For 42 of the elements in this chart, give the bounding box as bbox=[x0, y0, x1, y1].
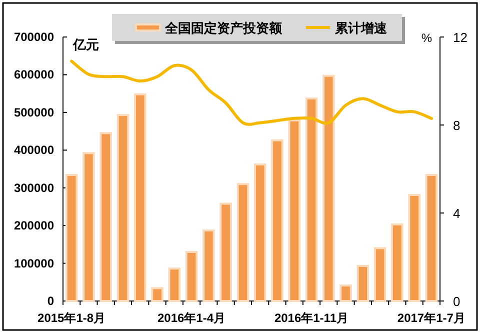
y-tick-label: 0 bbox=[47, 294, 54, 308]
y2-tick-label: 8 bbox=[453, 118, 460, 133]
legend-label: 全国固定资产投资额 bbox=[164, 20, 283, 36]
bar bbox=[271, 139, 284, 302]
y-tick-label: 600000 bbox=[14, 68, 54, 82]
bar bbox=[340, 284, 352, 302]
bar bbox=[151, 287, 164, 302]
bar bbox=[100, 132, 112, 302]
bar bbox=[391, 223, 404, 302]
bar bbox=[236, 183, 250, 302]
y2-tick-label: 0 bbox=[453, 294, 460, 309]
bar bbox=[356, 264, 370, 302]
legend-label: 累计增速 bbox=[334, 20, 388, 36]
y-tick-label: 400000 bbox=[14, 143, 54, 158]
y-tick-label: 300000 bbox=[14, 180, 54, 195]
y-tick-label: 700000 bbox=[14, 30, 54, 44]
bar bbox=[82, 152, 95, 302]
bar bbox=[202, 229, 215, 302]
bar bbox=[116, 114, 130, 302]
y-axis-title: 亿元 bbox=[72, 37, 99, 52]
bar bbox=[288, 119, 300, 302]
bar bbox=[220, 202, 232, 302]
bar bbox=[408, 194, 420, 302]
y2-tick-label: 4 bbox=[453, 206, 460, 221]
y2-tick-label: 12 bbox=[453, 30, 468, 45]
y-tick-label: 200000 bbox=[14, 218, 54, 233]
x-tick-label: 2016年1-11月 bbox=[274, 311, 349, 325]
bar bbox=[65, 174, 78, 302]
bar bbox=[322, 74, 335, 302]
x-tick-label: 2017年1-7月 bbox=[397, 311, 466, 325]
bar bbox=[425, 174, 438, 302]
bar bbox=[305, 97, 318, 302]
bar bbox=[134, 93, 146, 302]
bar bbox=[168, 268, 181, 302]
bar bbox=[374, 247, 386, 302]
x-tick-label: 2016年1-4月 bbox=[158, 311, 226, 325]
y-tick-label: 100000 bbox=[14, 256, 54, 270]
bar bbox=[185, 250, 198, 302]
x-tick-label: 2015年1-8月 bbox=[38, 311, 106, 325]
bar bbox=[254, 163, 266, 302]
y-tick-label: 500000 bbox=[14, 105, 54, 120]
y2-axis-title: % bbox=[421, 31, 432, 45]
